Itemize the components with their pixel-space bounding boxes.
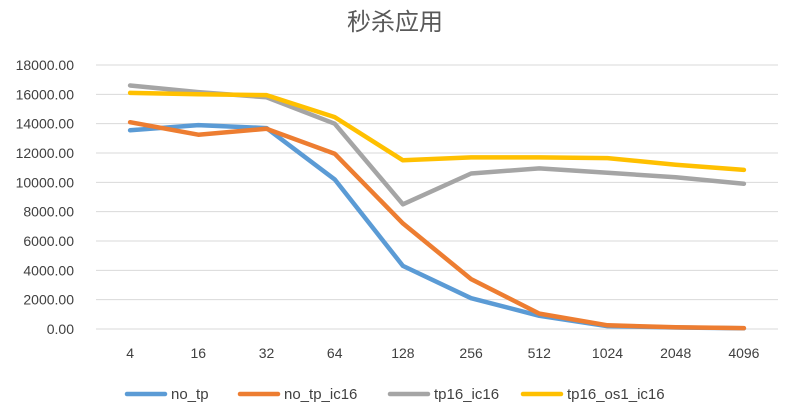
y-tick-label: 0.00 [47,321,74,337]
x-tick-label: 128 [391,345,415,361]
y-axis-ticks: 0.00 2000.00 4000.00 6000.00 8000.00 10000.00… [16,57,75,337]
legend-label: no_tp_ic16 [284,386,357,403]
x-tick-label: 32 [259,345,275,361]
legend-label: tp16_os1_ic16 [567,386,665,403]
series-line-tp16_os1_ic16 [127,90,747,173]
x-tick-label: 256 [459,345,483,361]
x-tick-label: 4096 [728,345,759,361]
legend-label: tp16_ic16 [434,386,499,403]
series-line-tp16_ic16 [127,83,747,207]
y-tick-label: 2000.00 [23,292,74,308]
x-tick-label: 16 [191,345,207,361]
chart-title: 秒杀应用 [347,8,443,36]
y-tick-label: 14000.00 [16,116,75,132]
y-tick-label: 8000.00 [23,204,74,220]
x-tick-label: 512 [528,345,552,361]
y-tick-label: 18000.00 [16,57,75,73]
x-tick-label: 1024 [592,345,623,361]
series-lines [127,83,747,331]
y-tick-label: 10000.00 [16,174,75,190]
x-tick-label: 64 [327,345,343,361]
series-line-no_tp_ic16 [127,119,747,331]
legend: no_tp no_tp_ic16 tp16_ic16 tp16_os1_ic16 [124,386,665,403]
y-tick-label: 4000.00 [23,262,74,278]
x-tick-label: 4 [126,345,134,361]
x-axis-ticks: 4 16 32 64 128 256 512 1024 2048 4096 [126,345,759,361]
series-line-no_tp [127,122,747,331]
x-tick-label: 2048 [660,345,691,361]
y-tick-label: 12000.00 [16,145,75,161]
y-tick-label: 16000.00 [16,86,75,102]
y-tick-label: 6000.00 [23,233,74,249]
legend-label: no_tp [171,386,209,403]
gridlines [96,64,778,330]
